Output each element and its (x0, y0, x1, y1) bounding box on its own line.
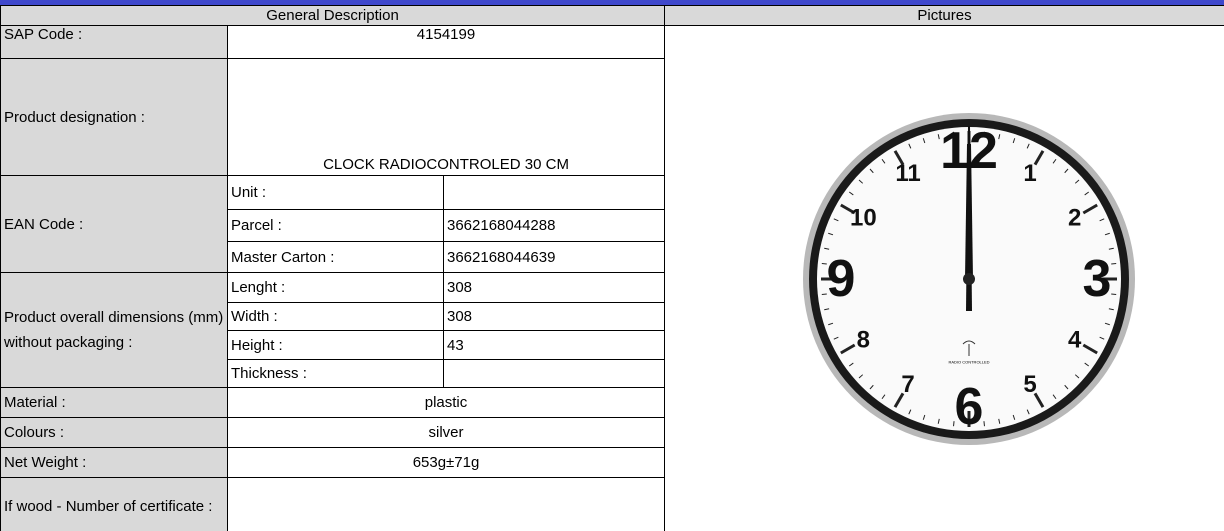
header-cell: General Description (1, 6, 665, 26)
dial-tick (1111, 264, 1116, 265)
dial-text: RADIO CONTROLLED (948, 360, 989, 365)
sub-label: Thickness : (228, 360, 444, 388)
value (444, 176, 665, 210)
hub (963, 273, 975, 285)
sub-label: Height : (228, 331, 444, 360)
dial-tick (984, 421, 985, 426)
dial-number: 11 (895, 160, 920, 187)
value: 3662168044288 (444, 210, 665, 242)
dial-number: 8 (857, 327, 870, 354)
value: 308 (444, 303, 665, 331)
value: 43 (444, 331, 665, 360)
dial-number: 2 (1068, 205, 1081, 232)
value (228, 478, 665, 531)
value: 308 (444, 273, 665, 303)
dial-number: 4 (1068, 327, 1082, 354)
dial-number: 9 (827, 250, 856, 308)
dial-number: 10 (850, 205, 877, 232)
dial-tick (1111, 294, 1116, 295)
label: Colours : (1, 418, 228, 448)
page: General Description Pictures SAP Code : … (0, 0, 1224, 531)
dial-number: 5 (1023, 371, 1036, 398)
dial-number: 7 (901, 371, 914, 398)
label: Net Weight : (1, 448, 228, 478)
label: EAN Code : (1, 176, 228, 273)
value: 3662168044639 (444, 242, 665, 273)
value: plastic (228, 388, 665, 418)
label: Material : (1, 388, 228, 418)
label: SAP Code : (1, 26, 228, 59)
sub-label: Lenght : (228, 273, 444, 303)
value: 4154199 (228, 26, 665, 59)
sub-label: Unit : (228, 176, 444, 210)
sub-label: Parcel : (228, 210, 444, 242)
value: 653g±71g (228, 448, 665, 478)
spec-sheet: General Description Pictures SAP Code : … (0, 5, 1224, 531)
dial-number: 1 (1023, 160, 1036, 187)
value: silver (228, 418, 665, 448)
label: Product designation : (1, 59, 228, 176)
header-cell: Pictures (665, 6, 1224, 26)
dial-number: 3 (1083, 250, 1112, 308)
value: CLOCK RADIOCONTROLED 30 CM (228, 59, 665, 176)
sub-label: Width : (228, 303, 444, 331)
value (444, 360, 665, 388)
dial-number: 6 (955, 378, 984, 436)
sub-label: Master Carton : (228, 242, 444, 273)
label: Product overall dimensions (mm) without … (1, 273, 228, 388)
label: If wood - Number of certificate : (1, 478, 228, 531)
